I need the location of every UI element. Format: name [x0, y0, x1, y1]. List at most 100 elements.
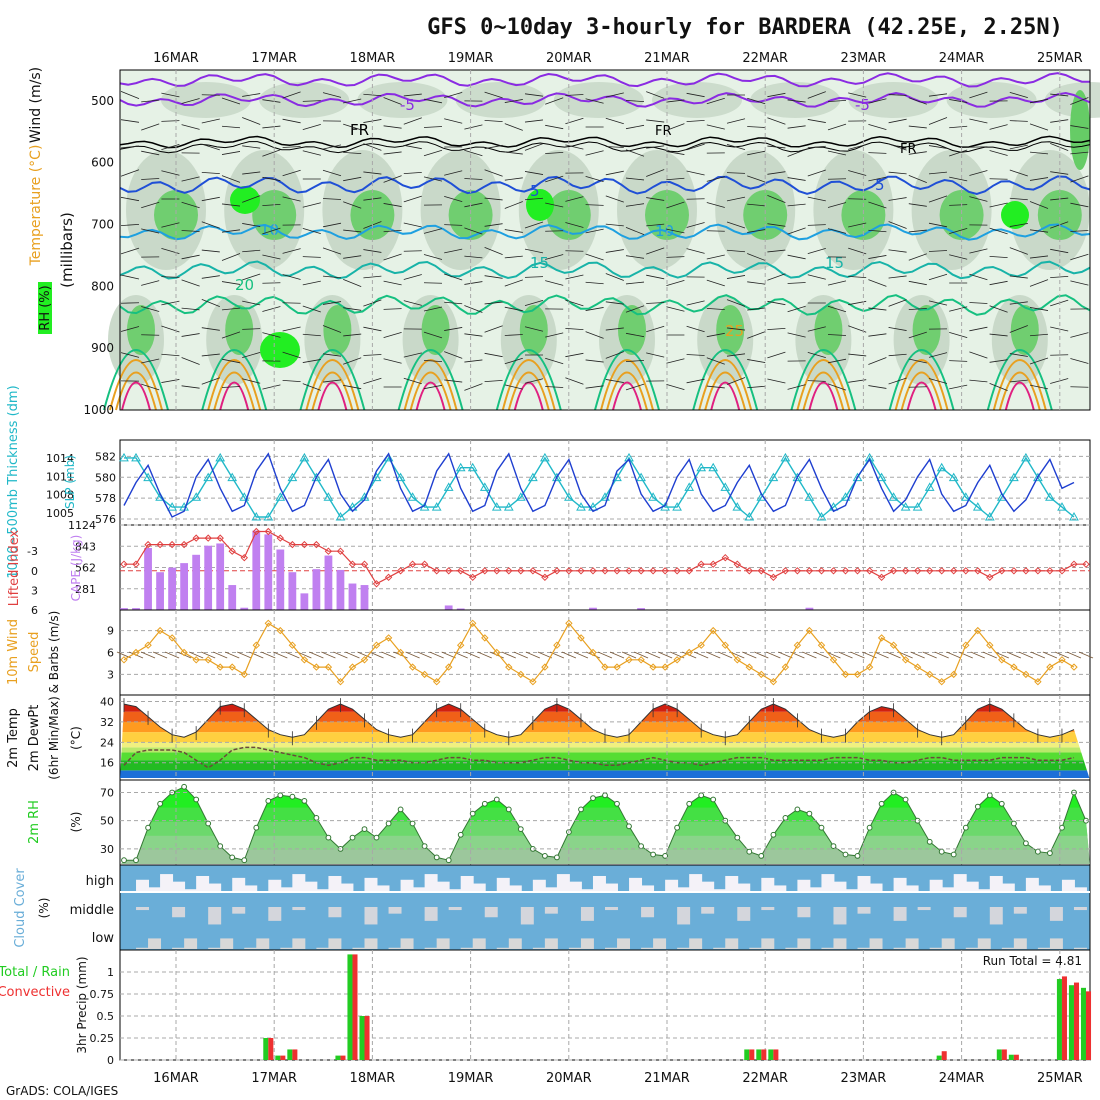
wind-barb [181, 201, 200, 209]
wind-barb [524, 221, 544, 229]
surface-isotherm-cycle [1004, 381, 1035, 411]
rh2m-point [133, 857, 139, 864]
wind-barb [1029, 357, 1049, 365]
thickness-point [600, 492, 610, 501]
thickness-point [972, 502, 983, 511]
wind-barb [524, 326, 544, 332]
wind-barb [242, 249, 261, 253]
wind-barb [1009, 301, 1028, 305]
high-cloud-cell [929, 879, 943, 893]
lifted-index-point [793, 567, 802, 575]
wind-speed-point [733, 656, 742, 664]
lifted-index-point [1022, 567, 1030, 575]
temp-band [120, 742, 1090, 748]
rh2m-point [373, 834, 380, 841]
middle-cloud-cell [857, 907, 871, 914]
thickness-point [239, 492, 250, 501]
axis-label: Lifted Index [7, 529, 22, 606]
rh2m-point [217, 843, 224, 849]
rh-saturated-region [260, 332, 300, 368]
isotherm-minus5 [119, 91, 1091, 108]
surface-isotherm-cycle [507, 371, 550, 411]
lifted-index-point [1082, 560, 1090, 568]
wind-barb [565, 144, 584, 150]
high-cloud-cell [280, 887, 294, 893]
wind-barb [262, 227, 281, 235]
wind-barb [1029, 307, 1049, 311]
wind-barb [989, 150, 1008, 156]
wind-barb [767, 273, 786, 281]
wind-barb [282, 169, 301, 177]
wind-barb [221, 125, 241, 129]
isotherm-label: FR [900, 142, 917, 157]
wind-speed-point [156, 626, 164, 635]
surface-wind-barb [645, 651, 661, 659]
lifted-index-point [444, 567, 453, 575]
wind-barb [484, 380, 503, 382]
wind-barb [262, 176, 281, 182]
lifted-index-point [1010, 567, 1018, 575]
lifted-index-point [769, 573, 778, 582]
surface-wind-barb [152, 651, 168, 659]
wind-speed-point [180, 648, 188, 657]
wind-barb [201, 299, 220, 307]
wind-barb [282, 326, 301, 332]
wind-barb [989, 256, 1008, 258]
wind-barb [262, 306, 281, 312]
surface-isotherm-cycle [796, 359, 851, 411]
wind-barb [747, 253, 766, 261]
wind-speed-point [529, 677, 537, 686]
surface-isotherm-cycle [317, 381, 348, 411]
wind-barb [625, 281, 645, 285]
surface-isotherm-cycle [594, 349, 660, 411]
rh2m-point [758, 853, 765, 859]
surface-wind-barb [1078, 651, 1094, 659]
low-cloud-cell [941, 938, 955, 949]
wind-barb [1009, 223, 1028, 227]
low-cloud-cell [184, 938, 198, 949]
wind-speed-point [553, 641, 561, 649]
thickness-point [515, 492, 526, 501]
precip-tick-label: 0.5 [97, 1010, 115, 1023]
wind-barb [383, 151, 402, 155]
wind-barb [848, 276, 867, 278]
wind-barb [747, 385, 766, 389]
wind-barb [928, 222, 948, 228]
wind-barb [464, 359, 483, 363]
wind-barb [969, 170, 988, 176]
isotherm-label: 10 [655, 222, 674, 240]
wind-barb [221, 358, 241, 364]
precip-total-bar [263, 1038, 269, 1060]
wind-barb [322, 379, 342, 383]
high-cloud-cell [376, 885, 390, 893]
wind-barb [141, 201, 160, 209]
wind-barb [484, 197, 503, 201]
thickness-point [395, 472, 406, 482]
wind-barb [888, 221, 907, 229]
cape-bar [360, 585, 369, 610]
wind-barb [181, 254, 200, 260]
wind-barb [403, 377, 422, 385]
high-cloud-cell [641, 885, 655, 893]
high-cloud-cell [821, 874, 835, 893]
wind-barb [363, 354, 382, 356]
wind-barb [221, 331, 241, 339]
cloud-level-label: middle [70, 903, 114, 918]
wind-barb [262, 204, 281, 206]
wind-barb [868, 229, 887, 233]
cape-bar [168, 567, 176, 610]
thickness-tick-label: 576 [95, 513, 116, 526]
high-cloud-cell [160, 874, 174, 893]
low-cloud-cell [797, 938, 811, 949]
rh-moist-region [519, 305, 548, 355]
isotherm-label: 20 [235, 276, 254, 294]
middle-cloud-cell [737, 907, 751, 921]
high-cloud-cell [689, 874, 703, 893]
wind-barb [949, 384, 968, 390]
high-cloud-cell [328, 875, 342, 893]
wind-barb [928, 250, 948, 252]
wind-barb [706, 176, 725, 182]
wind-barb [767, 92, 786, 98]
wind-barb [1009, 325, 1028, 333]
wind-barb [928, 93, 948, 97]
